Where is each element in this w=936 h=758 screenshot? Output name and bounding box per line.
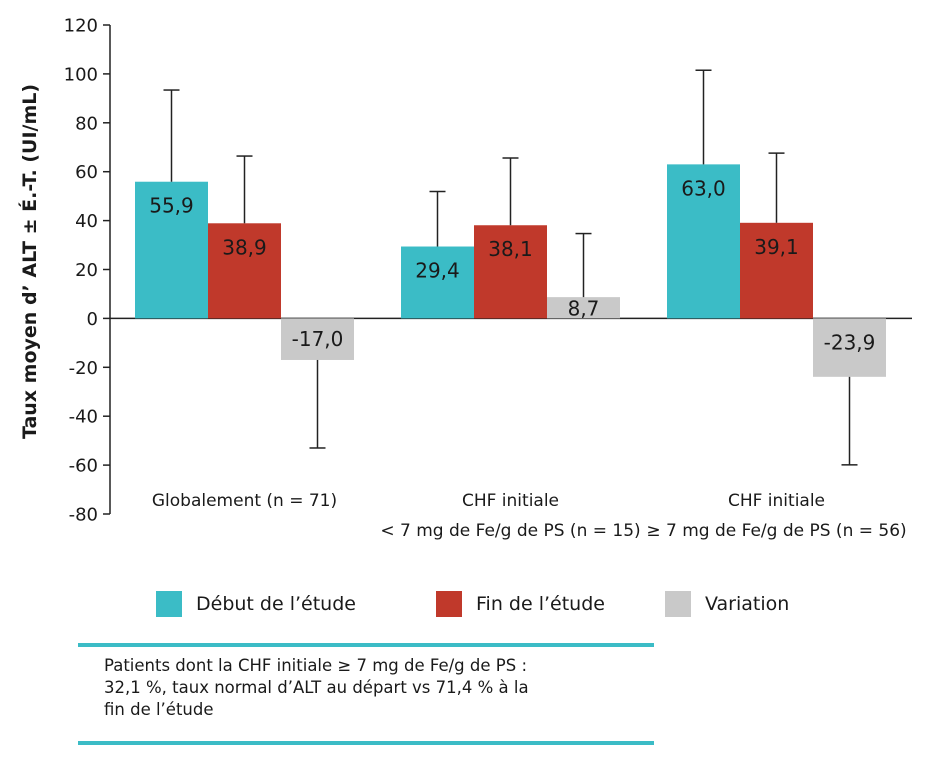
legend-item: Variation xyxy=(665,590,789,618)
data-label: 8,7 xyxy=(568,296,600,320)
data-label: -17,0 xyxy=(292,327,344,351)
data-label: 39,1 xyxy=(754,235,799,259)
y-tick-label: -40 xyxy=(69,407,98,428)
data-label: 38,1 xyxy=(488,237,533,261)
y-tick-label: 20 xyxy=(75,260,98,281)
category-label: Globalement (n = 71) xyxy=(152,491,337,511)
category-label: CHF initiale xyxy=(728,491,825,511)
legend-item: Fin de l’étude xyxy=(436,590,605,618)
legend-label: Fin de l’étude xyxy=(476,593,605,615)
category-label: ≥ 7 mg de Fe/g de PS (n = 56) xyxy=(646,521,906,541)
bar xyxy=(813,318,886,377)
bar xyxy=(208,223,281,319)
y-tick-label: -80 xyxy=(69,505,98,526)
bar xyxy=(281,318,354,360)
legend: Début de l’étude Fin de l’étude Variation xyxy=(0,590,936,618)
data-label: 29,4 xyxy=(415,259,460,283)
legend-label: Début de l’étude xyxy=(196,593,356,615)
y-tick-label: 80 xyxy=(75,113,98,134)
data-label: 63,0 xyxy=(681,176,726,200)
legend-swatch xyxy=(436,591,462,617)
bar xyxy=(667,164,740,319)
legend-label: Variation xyxy=(705,593,790,615)
data-label: 55,9 xyxy=(149,194,194,218)
bar xyxy=(547,297,620,319)
bar xyxy=(135,181,208,319)
legend-swatch xyxy=(156,591,182,617)
bar-chart: 120 100 80 60 40 20 0 -20 -40 -60 -80 Taux moyen d’… xyxy=(18,16,912,541)
category-label: < 7 mg de Fe/g de PS (n = 15) xyxy=(380,521,640,541)
y-tick-label: 100 xyxy=(64,64,98,85)
note-text: Patients dont la CHF initiale ≥ 7 mg de … xyxy=(104,656,529,719)
data-label: -23,9 xyxy=(824,330,876,354)
data-label: 38,9 xyxy=(222,235,267,259)
y-tick-label: -60 xyxy=(69,456,98,477)
y-tick-label: 0 xyxy=(87,309,98,330)
y-axis-title: Taux moyen d’ ALT ± É.-T. (UI/mL) xyxy=(18,84,41,439)
bar xyxy=(740,222,813,319)
y-tick-label: 120 xyxy=(64,16,98,37)
y-tick-label: 40 xyxy=(75,211,98,232)
legend-swatch xyxy=(665,591,691,617)
y-tick-label: 60 xyxy=(75,162,98,183)
note-top-rule xyxy=(78,643,654,647)
category-label: CHF initiale xyxy=(462,491,559,511)
legend-item: Début de l’étude xyxy=(156,590,356,618)
bar xyxy=(401,246,474,319)
y-tick-label: -20 xyxy=(69,358,98,379)
bar xyxy=(474,225,547,319)
note-bottom-rule xyxy=(78,741,654,745)
